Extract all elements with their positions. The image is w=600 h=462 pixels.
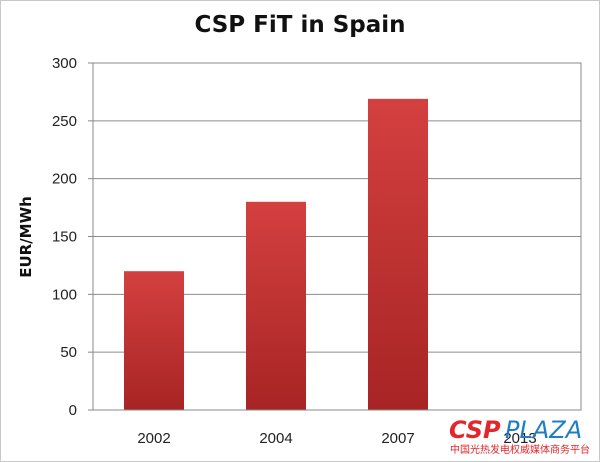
chart-title: CSP FiT in Spain xyxy=(194,12,405,38)
y-tick-label: 300 xyxy=(52,55,77,72)
y-axis-label: EUR/MWh xyxy=(17,196,35,278)
y-tick-labels: 0 50 100 150 200 250 300 xyxy=(52,55,77,419)
y-tick-label: 100 xyxy=(52,286,77,303)
plot-area-border xyxy=(92,62,582,411)
bar-2007 xyxy=(368,98,428,411)
y-tick-label: 0 xyxy=(69,402,77,419)
y-tick-label: 150 xyxy=(52,229,77,246)
y-tick-label: 250 xyxy=(52,113,77,130)
x-tick-label-2007: 2007 xyxy=(381,430,414,447)
y-tick-label: 200 xyxy=(52,171,77,188)
bar-2002 xyxy=(124,271,184,410)
x-tick-label-2004: 2004 xyxy=(259,430,292,447)
watermark-subtitle: 中国光热发电权威媒体商务平台 xyxy=(450,443,590,456)
x-tick-label-2013: 2013 xyxy=(503,430,536,447)
x-tick-label-2002: 2002 xyxy=(137,430,170,447)
bars xyxy=(124,98,428,411)
watermark-brand-csp: CSP xyxy=(449,416,501,444)
x-tick-labels: 2002 2004 2007 2013 xyxy=(137,430,536,447)
y-tick-label: 50 xyxy=(60,344,77,361)
watermark-logo: CSP PLAZA 中国光热发电权威媒体商务平台 xyxy=(449,416,590,456)
bar-2004 xyxy=(246,201,306,410)
watermark-brand-plaza: PLAZA xyxy=(505,416,582,444)
